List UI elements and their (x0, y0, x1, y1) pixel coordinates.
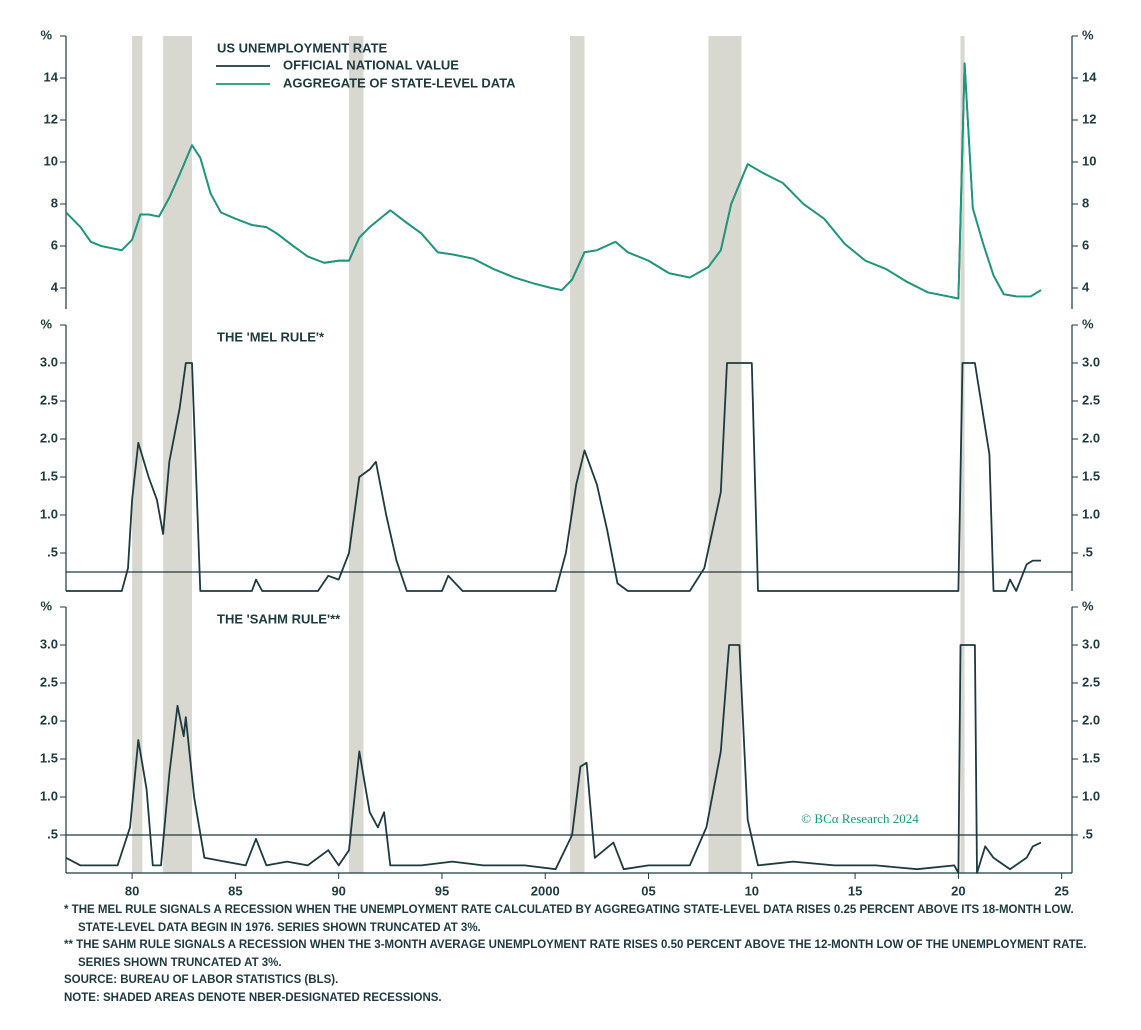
y-tick-label: 12 (1082, 111, 1096, 126)
annotation: © BCα Research 2024 (801, 811, 919, 826)
x-tick-label: 90 (331, 883, 345, 898)
x-tick-label: 25 (1054, 883, 1068, 898)
y-tick-label: 1.5 (1082, 750, 1100, 765)
y-tick-label: 6 (1082, 237, 1089, 252)
y-tick-label: 2.0 (40, 712, 58, 727)
note: ** THE SAHM RULE SIGNALS A RECESSION WHE… (64, 939, 1087, 969)
x-tick-label: 10 (745, 883, 759, 898)
y-tick-label: 2.5 (40, 674, 58, 689)
y-tick-label: 10 (1082, 153, 1096, 168)
y-tick-label: .5 (47, 826, 58, 841)
y-unit: % (40, 27, 52, 42)
y-unit: % (1082, 316, 1094, 331)
y-tick-label: 10 (44, 153, 58, 168)
series-line (65, 62, 1042, 300)
note: * THE MEL RULE SIGNALS A RECESSION WHEN … (64, 904, 1074, 934)
y-tick-label: .5 (1082, 826, 1093, 841)
y-tick-label: 1.0 (1082, 788, 1100, 803)
y-tick-label: 14 (1082, 69, 1097, 84)
y-tick-label: 2.5 (1082, 392, 1100, 407)
y-unit: % (1082, 27, 1094, 42)
y-tick-label: 3.0 (40, 636, 58, 651)
series-line (65, 62, 1042, 300)
y-tick-label: 8 (51, 195, 58, 210)
y-tick-label: 14 (44, 69, 59, 84)
y-unit: % (40, 316, 52, 331)
x-tick-label: 95 (435, 883, 449, 898)
y-unit: % (1082, 598, 1094, 613)
y-tick-label: 3.0 (1082, 354, 1100, 369)
y-tick-label: 2.5 (1082, 674, 1100, 689)
y-tick-label: 2.0 (40, 430, 58, 445)
x-tick-label: 80 (125, 883, 139, 898)
note: SOURCE: BUREAU OF LABOR STATISTICS (BLS)… (64, 974, 339, 986)
series-line (65, 644, 1042, 874)
y-tick-label: 1.5 (40, 468, 58, 483)
x-tick-label: 15 (848, 883, 862, 898)
panel-title: THE 'SAHM RULE'** (217, 611, 341, 626)
y-tick-label: 6 (51, 237, 58, 252)
y-tick-label: 1.0 (40, 506, 58, 521)
panel-title: THE 'MEL RULE'* (217, 329, 325, 344)
x-tick-label: 05 (641, 883, 655, 898)
recession-band (960, 36, 965, 873)
x-tick-label: 85 (228, 883, 242, 898)
recession-band (708, 36, 742, 873)
recession-band (163, 36, 193, 873)
series-line (66, 362, 1041, 592)
y-tick-label: 3.0 (1082, 636, 1100, 651)
y-unit: % (40, 598, 52, 613)
recession-band (570, 36, 585, 873)
y-tick-label: 8 (1082, 195, 1089, 210)
y-tick-label: 4 (1082, 279, 1090, 294)
note: NOTE: SHADED AREAS DENOTE NBER-DESIGNATE… (64, 991, 442, 1004)
y-tick-label: 2.0 (1082, 430, 1100, 445)
y-tick-label: 1.0 (1082, 506, 1100, 521)
chart: % % 4 4 6 6 8 8 10 10 12 12 14 14 US UNEMPLOYMENT RATE… (40, 27, 1100, 898)
x-tick-label: 20 (951, 883, 965, 898)
y-tick-label: 1.5 (1082, 468, 1100, 483)
legend-label: AGGREGATE OF STATE-LEVEL DATA (283, 75, 516, 90)
footnotes: * THE MEL RULE SIGNALS A RECESSION WHEN … (64, 902, 1104, 1007)
recession-band (349, 36, 364, 873)
y-tick-label: .5 (47, 544, 58, 559)
y-tick-label: 2.5 (40, 392, 58, 407)
legend-label: OFFICIAL NATIONAL VALUE (283, 57, 459, 72)
y-tick-label: 12 (44, 111, 58, 126)
panel-title: US UNEMPLOYMENT RATE (217, 40, 388, 55)
x-tick-label: 2000 (531, 883, 560, 898)
y-tick-label: 4 (51, 279, 59, 294)
y-tick-label: 3.0 (40, 354, 58, 369)
y-tick-label: .5 (1082, 544, 1093, 559)
y-tick-label: 1.0 (40, 788, 58, 803)
y-tick-label: 2.0 (1082, 712, 1100, 727)
y-tick-label: 1.5 (40, 750, 58, 765)
